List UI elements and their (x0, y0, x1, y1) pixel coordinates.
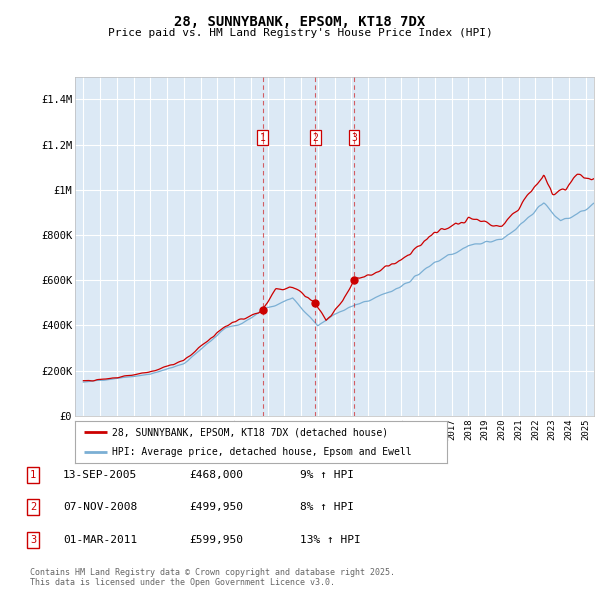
Text: £599,950: £599,950 (189, 535, 243, 545)
Text: 3: 3 (30, 535, 36, 545)
Text: 07-NOV-2008: 07-NOV-2008 (63, 503, 137, 512)
Text: £499,950: £499,950 (189, 503, 243, 512)
Text: 1: 1 (30, 470, 36, 480)
Text: 3: 3 (351, 133, 357, 143)
Text: 28, SUNNYBANK, EPSOM, KT18 7DX (detached house): 28, SUNNYBANK, EPSOM, KT18 7DX (detached… (112, 427, 388, 437)
Text: 1: 1 (260, 133, 265, 143)
Text: £468,000: £468,000 (189, 470, 243, 480)
Text: Price paid vs. HM Land Registry's House Price Index (HPI): Price paid vs. HM Land Registry's House … (107, 28, 493, 38)
Text: Contains HM Land Registry data © Crown copyright and database right 2025.
This d: Contains HM Land Registry data © Crown c… (30, 568, 395, 587)
Text: 2: 2 (30, 503, 36, 512)
Text: 9% ↑ HPI: 9% ↑ HPI (300, 470, 354, 480)
Text: 13% ↑ HPI: 13% ↑ HPI (300, 535, 361, 545)
Text: 8% ↑ HPI: 8% ↑ HPI (300, 503, 354, 512)
Text: 28, SUNNYBANK, EPSOM, KT18 7DX: 28, SUNNYBANK, EPSOM, KT18 7DX (175, 15, 425, 29)
Text: HPI: Average price, detached house, Epsom and Ewell: HPI: Average price, detached house, Epso… (112, 447, 412, 457)
Text: 01-MAR-2011: 01-MAR-2011 (63, 535, 137, 545)
Text: 13-SEP-2005: 13-SEP-2005 (63, 470, 137, 480)
Text: 2: 2 (313, 133, 318, 143)
